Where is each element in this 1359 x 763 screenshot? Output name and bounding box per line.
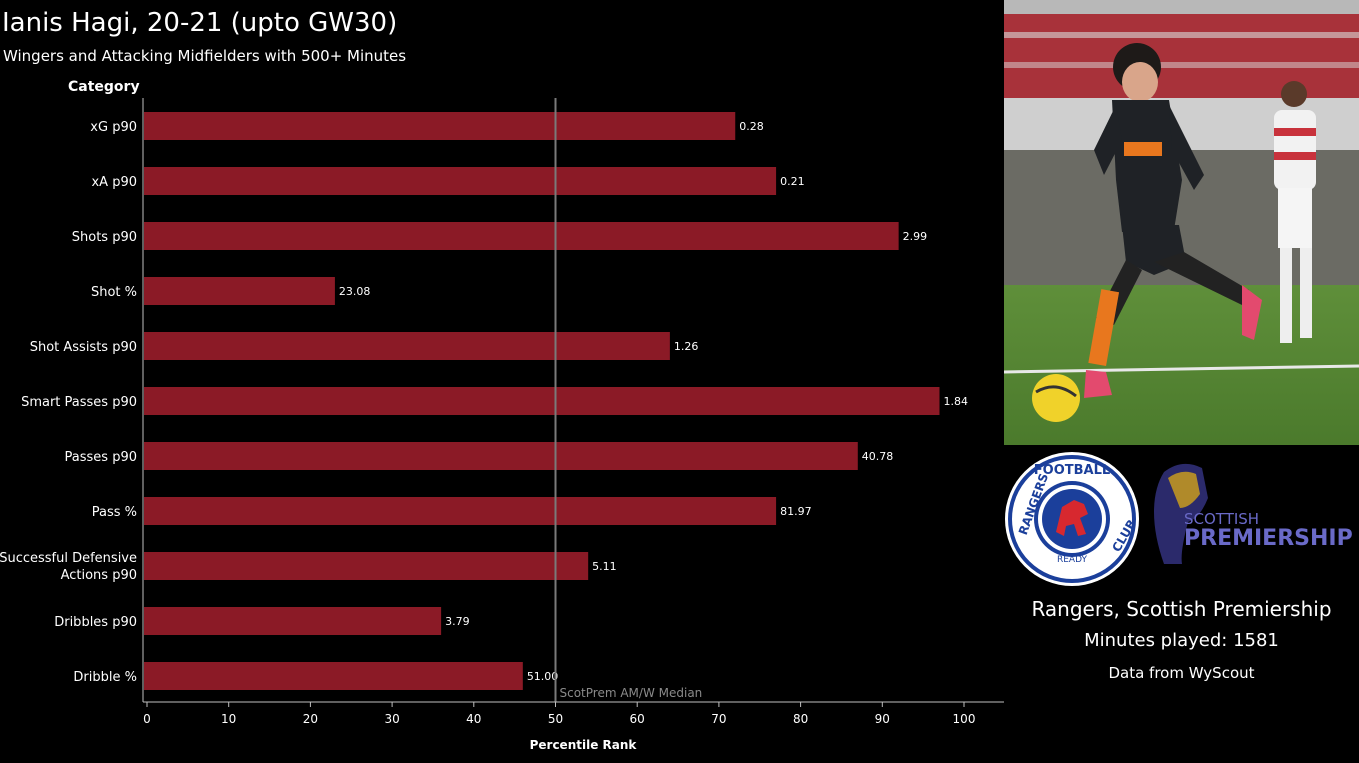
- category-label-0: xG p90: [90, 120, 137, 135]
- data-source-label: Data from WyScout: [1108, 664, 1255, 682]
- bar-2: [144, 222, 899, 250]
- category-label-4: Shot Assists p90: [30, 340, 137, 355]
- league-text-line1: SCOTTISH: [1184, 510, 1259, 528]
- x-tick-label-9: 90: [875, 712, 890, 726]
- bar-4: [144, 332, 670, 360]
- bar-value-label-10: 51.00: [527, 670, 559, 683]
- x-tick-label-4: 40: [466, 712, 481, 726]
- logos-area: FOOTBALL RANGERS CLUB READY SCOTTISH PRE…: [1004, 452, 1359, 587]
- bar-8: [144, 552, 589, 580]
- category-label-10: Dribble %: [73, 670, 137, 685]
- category-label-2: Shots p90: [72, 230, 137, 245]
- bar-7: [144, 497, 777, 525]
- category-label-8-line-0: Successful Defensive: [0, 551, 137, 566]
- player-photo-graphic: [1004, 0, 1359, 445]
- bar-9: [144, 607, 442, 635]
- median-reference-label: ScotPrem AM/W Median: [560, 686, 703, 700]
- category-label-8-line-1: Actions p90: [61, 568, 137, 583]
- bar-0: [144, 112, 736, 140]
- bar-10: [144, 662, 523, 690]
- category-label-9: Dribbles p90: [54, 615, 137, 630]
- bar-1: [144, 167, 777, 195]
- x-tick-label-0: 0: [143, 712, 151, 726]
- player-photo: [1004, 0, 1359, 445]
- x-tick-label-7: 70: [711, 712, 726, 726]
- x-tick-label-5: 50: [548, 712, 563, 726]
- bar-3: [144, 277, 335, 305]
- team-league-label: Rangers, Scottish Premiership: [1031, 597, 1332, 621]
- page-subtitle: Wingers and Attacking Midfielders with 5…: [3, 47, 407, 65]
- crest-text-top: FOOTBALL: [1034, 463, 1110, 478]
- bar-value-label-0: 0.28: [739, 120, 764, 133]
- bar-value-label-4: 1.26: [674, 340, 699, 353]
- bar-value-label-9: 3.79: [445, 615, 470, 628]
- page-title: Ianis Hagi, 20-21 (upto GW30): [2, 8, 398, 38]
- bar-value-label-5: 1.84: [943, 395, 968, 408]
- bar-value-label-6: 40.78: [862, 450, 894, 463]
- bar-value-label-1: 0.21: [780, 175, 805, 188]
- bar-value-label-7: 81.97: [780, 505, 812, 518]
- x-tick-label-1: 10: [221, 712, 236, 726]
- bar-6: [144, 442, 858, 470]
- x-axis-label: Percentile Rank: [530, 738, 638, 752]
- crest-text-bottom: READY: [1057, 555, 1088, 565]
- bar-value-label-8: 5.11: [592, 560, 617, 573]
- x-tick-label-3: 30: [384, 712, 399, 726]
- minutes-played-label: Minutes played: 1581: [1084, 630, 1279, 651]
- league-text-line2: PREMIERSHIP: [1184, 526, 1353, 551]
- bar-value-label-2: 2.99: [903, 230, 928, 243]
- category-label-6: Passes p90: [65, 450, 137, 465]
- category-label-1: xA p90: [91, 175, 137, 190]
- x-tick-label-2: 20: [303, 712, 318, 726]
- bar-value-label-3: 23.08: [339, 285, 371, 298]
- y-axis-label: Category: [68, 79, 140, 95]
- logos-graphic: FOOTBALL RANGERS CLUB READY SCOTTISH PRE…: [1005, 452, 1353, 586]
- bar-5: [144, 387, 940, 415]
- category-label-7: Pass %: [92, 505, 137, 520]
- scottish-premiership-logo: SCOTTISH PREMIERSHIP: [1154, 463, 1353, 564]
- x-tick-label-8: 80: [793, 712, 808, 726]
- category-label-3: Shot %: [91, 285, 137, 300]
- x-tick-label-10: 100: [953, 712, 976, 726]
- rangers-crest: FOOTBALL RANGERS CLUB READY: [1005, 452, 1139, 586]
- x-tick-label-6: 60: [630, 712, 645, 726]
- category-label-5: Smart Passes p90: [21, 395, 137, 410]
- percentile-bar-chart: 0.28 xG p90 0.21 xA p90 2.99 Shots p90 23.08 Sh…: [0, 98, 1004, 752]
